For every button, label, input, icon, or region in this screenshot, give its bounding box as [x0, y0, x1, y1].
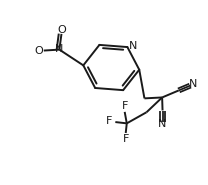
- Text: O: O: [35, 46, 44, 56]
- Text: N: N: [189, 79, 198, 89]
- Text: N: N: [55, 44, 64, 54]
- Text: F: F: [105, 116, 112, 126]
- Text: F: F: [123, 134, 129, 144]
- Text: N: N: [128, 41, 137, 51]
- Text: F: F: [121, 101, 128, 111]
- Text: O: O: [57, 25, 66, 35]
- Text: N: N: [158, 119, 167, 129]
